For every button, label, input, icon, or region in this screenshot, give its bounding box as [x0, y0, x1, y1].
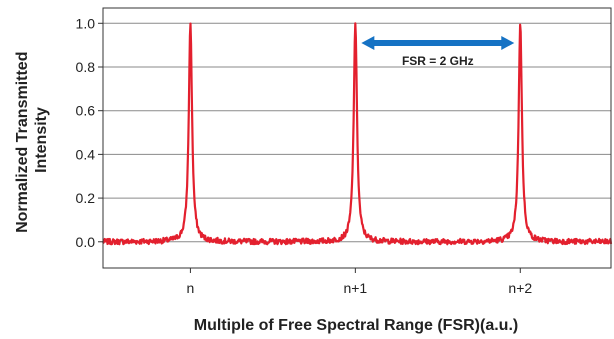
y-tick-label-0: 0.0	[76, 234, 96, 250]
annotation-layer: FSR = 2 GHz	[361, 35, 515, 68]
x-tick-labels: n n+1 n+2	[187, 268, 532, 296]
y-tick-label-2: 0.4	[76, 146, 96, 162]
y-tick-label-5: 1.0	[76, 15, 96, 31]
y-tick-label-4: 0.8	[76, 59, 96, 75]
y-tick-labels: 0.0 0.2 0.4 0.6 0.8 1.0	[76, 15, 103, 250]
series-layer	[101, 22, 613, 246]
fsr-arrow-head-right	[501, 35, 515, 50]
x-tick-label-0: n	[187, 280, 195, 296]
x-tick-label-2: n+2	[508, 280, 532, 296]
y-tick-label-3: 0.6	[76, 103, 96, 119]
y-axis-title-line-2: Intensity	[33, 107, 50, 173]
y-axis-title-line-1: Normalized Transmitted	[14, 52, 31, 233]
y-tick-label-1: 0.2	[76, 190, 96, 206]
fsr-annotation-label: FSR = 2 GHz	[402, 54, 474, 68]
y-axis-title: Normalized Transmitted Intensity	[14, 47, 50, 233]
fsr-arrow-head-left	[361, 35, 375, 50]
series-line-0	[101, 22, 613, 246]
x-axis-title: Multiple of Free Spectral Range (FSR)(a.…	[194, 317, 518, 334]
x-tick-label-1: n+1	[343, 280, 367, 296]
plot-frame	[102, 7, 612, 269]
